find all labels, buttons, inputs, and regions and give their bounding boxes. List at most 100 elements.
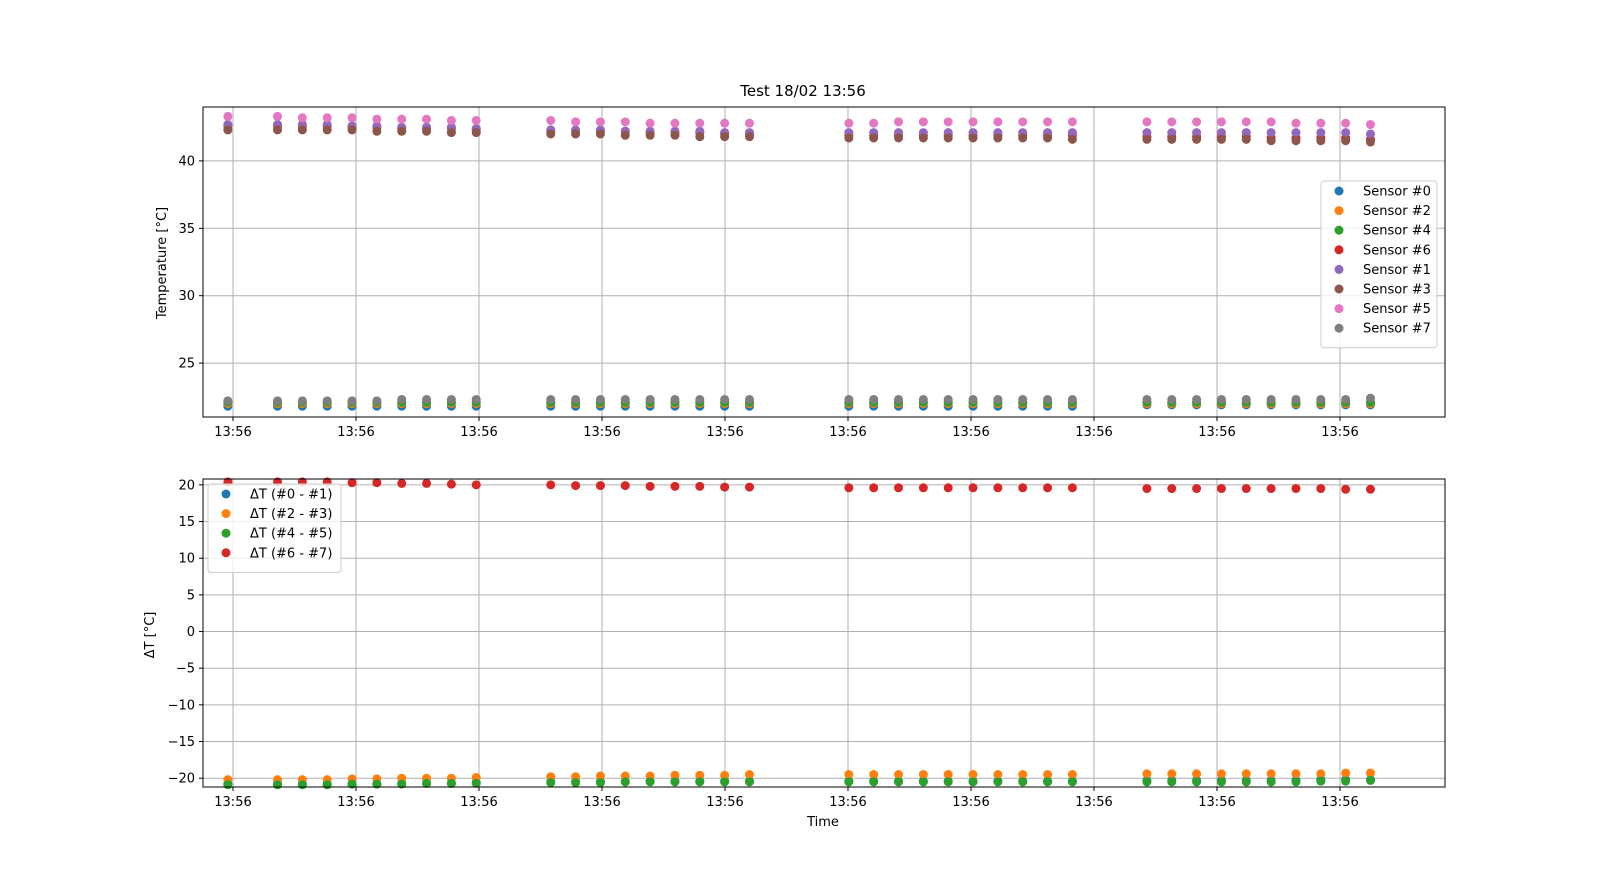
data-point xyxy=(372,478,382,488)
series-6 xyxy=(223,111,1375,130)
data-point xyxy=(1216,117,1226,127)
data-point xyxy=(645,118,655,128)
data-point xyxy=(744,132,754,142)
data-point xyxy=(1167,484,1177,494)
data-point xyxy=(571,394,581,404)
data-point xyxy=(1167,769,1177,779)
data-point xyxy=(471,480,481,490)
legend-marker xyxy=(221,489,231,499)
data-point xyxy=(422,478,432,488)
data-point xyxy=(695,777,705,787)
data-point xyxy=(1067,483,1077,493)
data-point xyxy=(1365,768,1375,778)
data-point xyxy=(1142,134,1152,144)
data-point xyxy=(223,111,233,121)
data-point xyxy=(372,779,382,789)
legend-entry: Sensor #2 xyxy=(1363,204,1431,219)
data-point xyxy=(844,118,854,128)
delta-t-y-axis-label: ΔT [°C] xyxy=(143,612,158,659)
data-point xyxy=(869,777,879,787)
data-point xyxy=(620,777,630,787)
data-point xyxy=(1291,484,1301,494)
data-point xyxy=(1018,483,1028,493)
legend-entry: Sensor #7 xyxy=(1363,322,1431,337)
data-point xyxy=(223,396,233,406)
data-point xyxy=(1291,136,1301,146)
data-point xyxy=(1316,776,1326,786)
legend-entry: Sensor #4 xyxy=(1363,224,1431,239)
data-point xyxy=(471,115,481,125)
data-point xyxy=(1142,769,1152,779)
data-point xyxy=(968,483,978,493)
data-point xyxy=(1142,777,1152,787)
data-point xyxy=(1142,484,1152,494)
data-point xyxy=(595,129,605,139)
data-point xyxy=(918,483,928,493)
data-point xyxy=(595,778,605,788)
data-point xyxy=(620,394,630,404)
grid xyxy=(203,107,1445,417)
x-tick-label: 13:56 xyxy=(583,795,620,810)
data-point xyxy=(1316,484,1326,494)
data-point xyxy=(273,125,283,135)
data-point xyxy=(1266,777,1276,787)
data-point xyxy=(1142,394,1152,404)
data-point xyxy=(968,117,978,127)
chart-title: Test 18/02 13:56 xyxy=(739,82,866,100)
data-point xyxy=(943,117,953,127)
data-point xyxy=(1142,128,1152,138)
data-point xyxy=(1192,394,1202,404)
data-point xyxy=(1365,137,1375,147)
data-point xyxy=(844,133,854,143)
data-point xyxy=(595,394,605,404)
data-point xyxy=(1316,118,1326,128)
data-point xyxy=(943,133,953,143)
data-point xyxy=(670,118,680,128)
data-point xyxy=(670,394,680,404)
data-point xyxy=(1316,769,1326,779)
data-point xyxy=(397,779,407,789)
data-point xyxy=(1192,128,1202,138)
x-tick-label: 13:56 xyxy=(1321,425,1358,440)
data-point xyxy=(1018,777,1028,787)
data-point xyxy=(1241,777,1251,787)
data-point xyxy=(670,130,680,140)
data-point xyxy=(273,111,283,121)
data-point xyxy=(347,396,357,406)
data-point xyxy=(1316,128,1326,138)
data-point xyxy=(744,482,754,492)
x-tick-label: 13:56 xyxy=(583,425,620,440)
data-point xyxy=(546,129,556,139)
data-point xyxy=(1365,129,1375,139)
data-point xyxy=(297,396,307,406)
legend-entry: Sensor #3 xyxy=(1363,283,1431,298)
y-tick-label: 35 xyxy=(178,222,195,237)
x-tick-label: 13:56 xyxy=(952,795,989,810)
legend-frame xyxy=(1320,180,1438,349)
data-point xyxy=(1216,128,1226,138)
data-point xyxy=(1216,134,1226,144)
legend-marker xyxy=(1334,323,1344,333)
data-point xyxy=(1043,117,1053,127)
data-point xyxy=(1192,117,1202,127)
data-point xyxy=(1291,777,1301,787)
axes-frame xyxy=(202,478,1446,788)
data-points xyxy=(223,477,1375,790)
data-point xyxy=(1142,117,1152,127)
data-point xyxy=(993,483,1003,493)
data-point xyxy=(1266,136,1276,146)
x-tick-label: 13:56 xyxy=(829,425,866,440)
legend-marker xyxy=(1334,186,1344,196)
data-point xyxy=(744,118,754,128)
data-point xyxy=(993,133,1003,143)
data-point xyxy=(347,478,357,488)
data-point xyxy=(422,394,432,404)
data-point xyxy=(273,780,283,790)
data-point xyxy=(1291,769,1301,779)
legend-marker xyxy=(1334,245,1344,255)
data-point xyxy=(1216,394,1226,404)
data-point xyxy=(720,118,730,128)
data-point xyxy=(844,394,854,404)
data-point xyxy=(446,394,456,404)
data-point xyxy=(645,777,655,787)
